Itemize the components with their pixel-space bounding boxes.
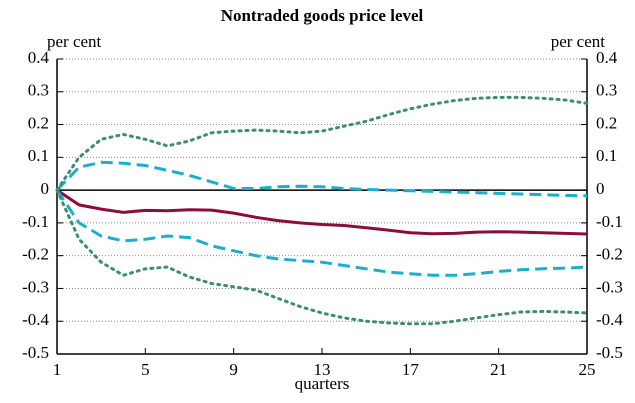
series-line bbox=[55, 95, 589, 192]
x-axis-label: quarters bbox=[295, 374, 350, 393]
y-tick-label-right: 0.1 bbox=[596, 146, 617, 165]
y-tick-label-right: -0.4 bbox=[596, 310, 623, 329]
y-tick-label: 0.2 bbox=[28, 113, 49, 132]
y-axis-label: per cent bbox=[47, 32, 102, 51]
y-tick-label: 0.1 bbox=[28, 146, 49, 165]
y-tick-label: -0.2 bbox=[22, 245, 49, 264]
y-tick-label-right: 0.2 bbox=[596, 113, 617, 132]
y-tick-label: -0.5 bbox=[22, 343, 49, 362]
series-line bbox=[55, 189, 588, 277]
series-line bbox=[55, 160, 588, 198]
y-tick-label-right: 0 bbox=[596, 179, 605, 198]
x-tick-label: 13 bbox=[314, 360, 331, 379]
x-tick-label: 25 bbox=[579, 360, 596, 379]
y-tick-label: 0.3 bbox=[28, 81, 49, 100]
y-tick-label-right: 0.3 bbox=[596, 81, 617, 100]
series-line bbox=[56, 188, 588, 236]
y-axis-label-right: per cent bbox=[551, 32, 606, 51]
y-tick-label: -0.4 bbox=[22, 310, 49, 329]
y-tick-label: -0.1 bbox=[22, 212, 49, 231]
x-tick-label: 17 bbox=[402, 360, 420, 379]
y-tick-label: 0.4 bbox=[28, 48, 50, 67]
x-tick-label: 9 bbox=[229, 360, 238, 379]
y-tick-label-right: -0.5 bbox=[596, 343, 623, 362]
y-tick-label-right: -0.3 bbox=[596, 277, 623, 296]
chart-title: Nontraded goods price level bbox=[221, 6, 424, 25]
series-line bbox=[55, 188, 589, 326]
y-tick-label-right: -0.1 bbox=[596, 212, 623, 231]
x-tick-label: 5 bbox=[141, 360, 150, 379]
y-tick-label: 0 bbox=[41, 179, 50, 198]
x-tick-label: 21 bbox=[490, 360, 507, 379]
x-tick-label: 1 bbox=[53, 360, 62, 379]
y-tick-label: -0.3 bbox=[22, 277, 49, 296]
y-tick-label-right: -0.2 bbox=[596, 245, 623, 264]
y-tick-label-right: 0.4 bbox=[596, 48, 618, 67]
